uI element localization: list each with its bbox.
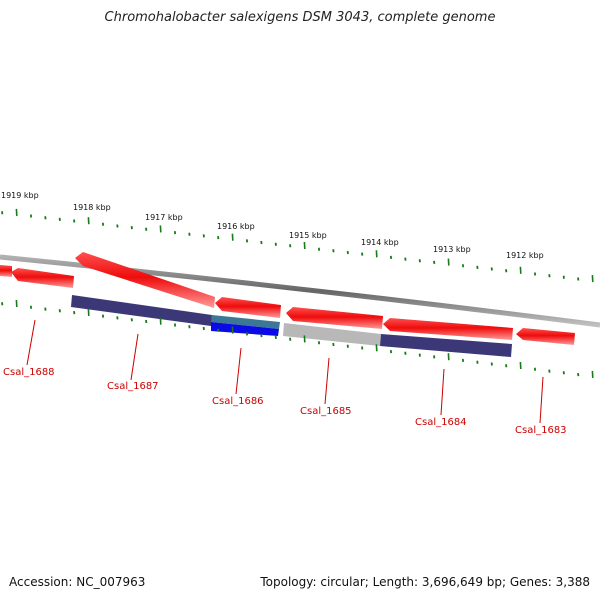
cds-arrow[interactable] xyxy=(75,252,215,308)
gene-label-csal-1685[interactable]: Csal_1685 xyxy=(300,406,352,417)
gene-label-csal-1686[interactable]: Csal_1686 xyxy=(212,396,264,407)
callout-line xyxy=(440,368,445,416)
inner-tick-ring xyxy=(1,299,594,378)
cds-track[interactable] xyxy=(0,252,575,345)
scale-labels: 1919 kbp 1918 kbp 1917 kbp 1916 kbp 1915… xyxy=(1,191,544,260)
scale-label-1914: 1914 kbp xyxy=(361,238,399,247)
scale-label-1912: 1912 kbp xyxy=(506,251,544,260)
topology-text: Topology: circular; Length: 3,696,649 bp… xyxy=(260,575,590,589)
gene-labels[interactable]: Csal_1688 Csal_1687 Csal_1686 Csal_1685 … xyxy=(3,367,567,436)
callout-line xyxy=(130,333,139,381)
feature-bar[interactable] xyxy=(71,295,212,326)
map-title: Chromohalobacter salexigens DSM 3043, co… xyxy=(104,10,496,25)
callout-line xyxy=(539,376,544,424)
scale-label-1919: 1919 kbp xyxy=(1,191,39,200)
gene-label-csal-1683[interactable]: Csal_1683 xyxy=(515,425,567,436)
cds-arrow[interactable] xyxy=(215,297,281,318)
callout-line xyxy=(324,357,330,405)
scale-label-1913: 1913 kbp xyxy=(433,245,471,254)
callout-line xyxy=(26,319,36,366)
feature-bar[interactable] xyxy=(211,322,279,336)
scale-label-1915: 1915 kbp xyxy=(289,231,327,240)
scale-label-1916: 1916 kbp xyxy=(217,222,255,231)
gene-label-csal-1688[interactable]: Csal_1688 xyxy=(3,367,55,378)
feature-bar[interactable] xyxy=(283,323,381,346)
accession-text: Accession: NC_007963 xyxy=(9,575,146,589)
cds-arrow[interactable] xyxy=(286,307,383,329)
cds-arrow[interactable] xyxy=(11,268,74,288)
gene-label-csal-1687[interactable]: Csal_1687 xyxy=(107,381,159,392)
feature-bar[interactable] xyxy=(380,334,512,357)
scale-label-1918: 1918 kbp xyxy=(73,203,111,212)
gene-label-csal-1684[interactable]: Csal_1684 xyxy=(415,417,467,428)
gene-callouts xyxy=(26,319,544,424)
cds-arrow[interactable] xyxy=(516,328,575,345)
scale-label-1917: 1917 kbp xyxy=(145,213,183,222)
feature-track[interactable] xyxy=(71,295,512,357)
outer-tick-ring xyxy=(1,208,594,283)
cds-arrow[interactable] xyxy=(0,265,12,277)
cds-arrow[interactable] xyxy=(383,318,513,340)
callout-line xyxy=(235,347,242,395)
feature-bar[interactable] xyxy=(211,315,280,329)
